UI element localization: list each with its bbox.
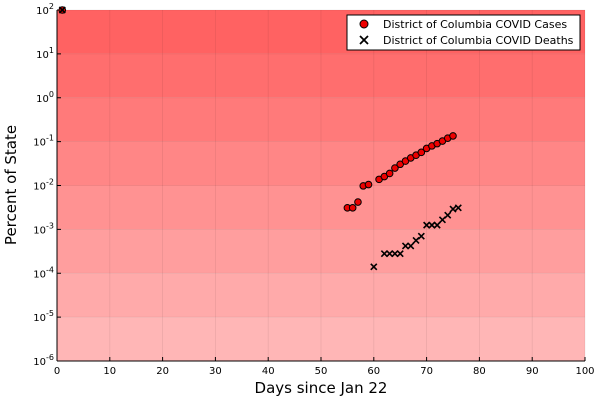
background-band <box>57 97 585 142</box>
deaths-point <box>401 242 410 250</box>
x-tick-label: 60 <box>367 366 380 377</box>
data-marks <box>58 6 462 271</box>
cases-point <box>417 148 426 157</box>
y-tick-label: 100 <box>36 90 54 105</box>
x-tick-label: 70 <box>420 366 433 377</box>
background-band <box>57 141 585 186</box>
cases-point <box>348 204 357 212</box>
x-tick-label: 0 <box>54 366 60 377</box>
legend-circle-marker <box>359 19 369 29</box>
deaths-point <box>449 205 457 213</box>
y-tick-label: 10-6 <box>33 353 54 368</box>
background-band <box>57 317 585 361</box>
x-tick-label: 40 <box>262 366 275 377</box>
y-axis-label: Percent of State <box>2 125 20 245</box>
deaths-point <box>454 204 462 212</box>
x-axis-label: Days since Jan 22 <box>255 379 388 397</box>
background-band <box>57 185 585 230</box>
deaths-point <box>428 221 436 229</box>
background-band <box>57 273 585 318</box>
x-tick-label: 100 <box>575 366 594 377</box>
y-tick-label: 10-4 <box>33 265 54 280</box>
deaths-point <box>380 250 388 258</box>
deaths-point <box>433 221 441 229</box>
deaths-point <box>58 6 66 14</box>
deaths-point <box>407 242 415 250</box>
x-tick-label: 30 <box>209 366 222 377</box>
legend-cross-marker <box>359 35 369 45</box>
deaths-point <box>386 250 394 258</box>
cases-point <box>364 180 373 189</box>
cases-point <box>354 198 362 206</box>
legend-box <box>346 14 581 51</box>
plot-background <box>57 10 585 361</box>
cases-point <box>391 164 399 172</box>
x-tick-label: 50 <box>315 366 328 377</box>
deaths-point <box>391 250 399 258</box>
cases-point <box>385 169 394 178</box>
x-tick-label: 10 <box>103 366 116 377</box>
deaths-point <box>417 232 425 240</box>
x-tick-label: 90 <box>526 366 539 377</box>
y-tick-label: 10-3 <box>33 221 54 236</box>
y-tick-label: 10-2 <box>33 178 54 193</box>
legend-label-cases: District of Columbia COVID Cases <box>383 18 567 31</box>
cases-point <box>449 132 457 140</box>
background-band <box>57 229 585 274</box>
deaths-point <box>396 250 404 258</box>
y-tick-label: 10-1 <box>33 134 54 149</box>
y-tick-label: 102 <box>36 2 54 17</box>
deaths-point <box>370 263 378 271</box>
x-tick-label: 20 <box>156 366 169 377</box>
legend-label-deaths: District of Columbia COVID Deaths <box>383 34 574 47</box>
deaths-point <box>444 211 452 219</box>
background-band <box>57 53 585 98</box>
y-tick-label: 101 <box>36 46 54 61</box>
x-tick-label: 80 <box>473 366 486 377</box>
y-tick-label: 10-5 <box>33 309 54 324</box>
deaths-point <box>423 221 431 229</box>
legend: District of Columbia COVID Cases Distric… <box>346 14 581 51</box>
